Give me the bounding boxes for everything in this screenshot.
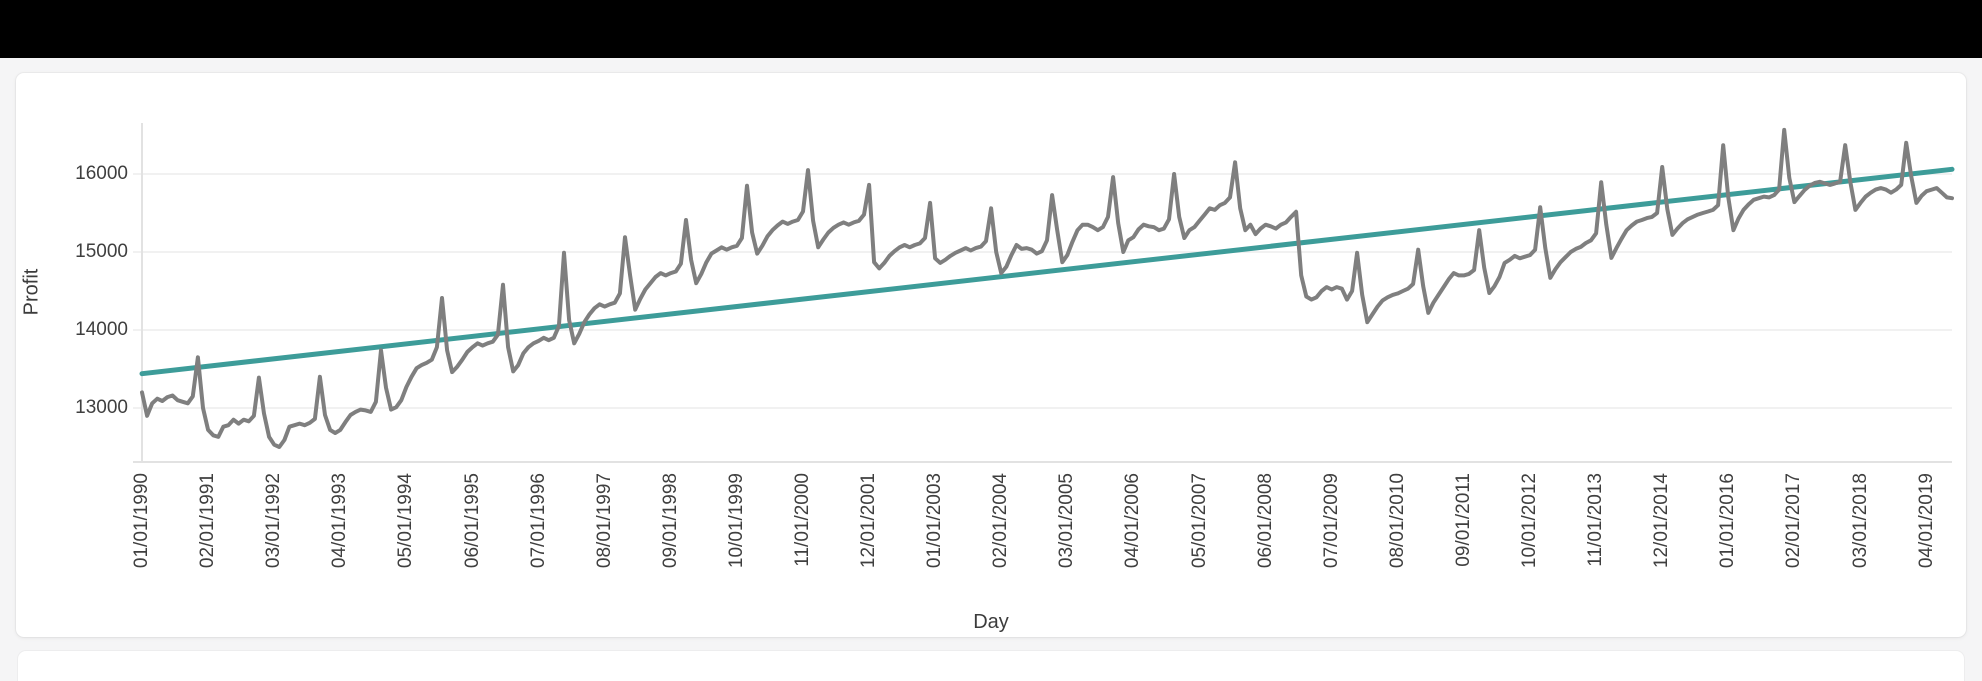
top-black-bar [0,0,1982,58]
x-tick-label: 02/01/2017 [1783,473,1805,569]
x-axis-title: Day [973,611,1009,633]
profit-series-line[interactable] [140,127,1954,449]
x-tick-label: 03/01/2018 [1849,473,1871,569]
x-tick-label: 07/01/2009 [1320,473,1342,569]
y-tick-label: 13000 [75,397,128,419]
x-tick-label: 06/01/2008 [1254,473,1276,569]
x-tick-label: 08/01/2010 [1386,473,1408,569]
x-tick-label: 07/01/1996 [527,473,549,569]
x-tick-label: 05/01/1994 [395,473,417,569]
x-tick-label: 12/01/2014 [1651,473,1673,569]
chart-card: Profit Day 13000 14000 15000 16000 01/01/19… [16,73,1966,637]
x-tick-label: 03/01/1992 [263,473,285,569]
x-tick-label: 11/01/2000 [792,473,813,567]
x-tick-label: 11/01/2013 [1585,473,1607,567]
x-tick-label: 12/01/2001 [858,473,880,569]
x-tick-label: 04/01/2019 [1915,473,1937,569]
x-tick-label: 10/01/1999 [725,473,747,569]
x-tick-label: 01/01/1990 [131,473,152,569]
x-tick-label: 02/01/2004 [990,473,1012,569]
x-tick-label: 09/01/1998 [659,473,681,569]
y-axis-title: Profit [20,268,43,316]
x-tick-label: 01/01/2016 [1717,473,1739,569]
x-tick-label: 04/01/2006 [1122,473,1144,569]
x-tick-label: 08/01/1997 [593,473,615,569]
y-tick-label: 14000 [75,319,128,341]
x-tick-label: 10/01/2012 [1519,473,1540,569]
y-tick-label: 15000 [75,241,128,263]
x-tick-label: 04/01/1993 [329,473,351,569]
x-tick-label: 01/01/2003 [924,473,946,569]
x-tick-label: 09/01/2011 [1452,473,1474,567]
x-tick-label: 05/01/2007 [1188,473,1210,569]
x-tick-label: 03/01/2005 [1056,473,1078,569]
profit-line-chart[interactable] [16,73,1966,637]
trend-line[interactable] [139,166,1955,377]
y-tick-label: 16000 [75,163,128,184]
x-tick-label: 06/01/1995 [461,473,483,569]
x-tick-label: 02/01/1991 [197,473,219,569]
next-card-top-edge [18,651,1964,681]
